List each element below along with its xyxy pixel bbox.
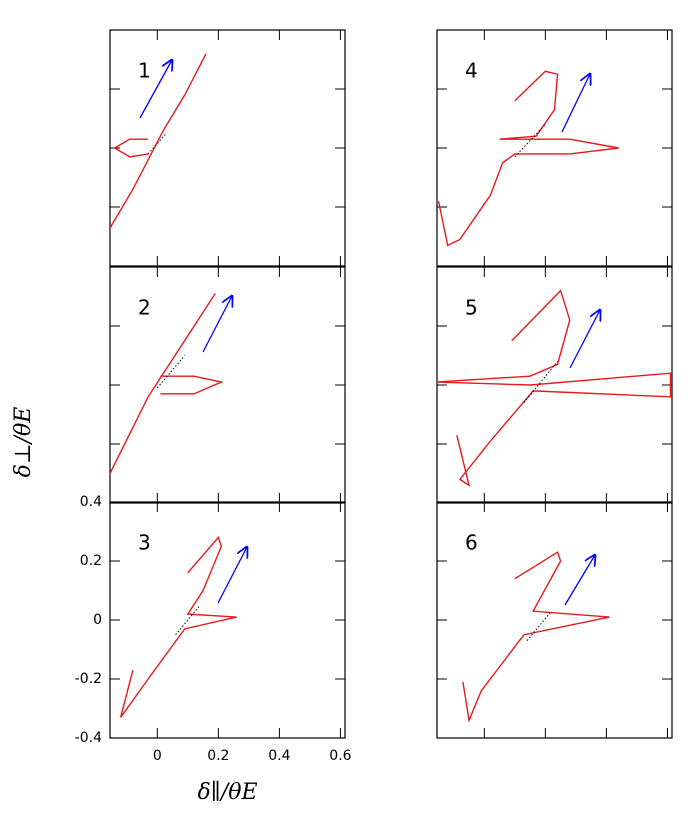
panel-number: 6 [465, 531, 478, 555]
panel: 0 0.2 0.4 0.6 -0.4 -0.2 0 0.2 0.4 3 δ∥/θE δ⊥/θE [11, 407, 352, 805]
arrow [561, 74, 590, 133]
trajectory [120, 536, 237, 718]
panel-number: 2 [138, 296, 151, 320]
arrow [569, 310, 600, 369]
trajectory [526, 610, 552, 641]
arrow [564, 555, 595, 606]
panel: 2 [109, 266, 346, 504]
trajectory [514, 124, 546, 158]
arrow [139, 60, 172, 119]
trajectory [110, 53, 207, 230]
trajectory [437, 289, 672, 487]
trajectory [175, 604, 201, 636]
y-tick-label: -0.4 [75, 730, 102, 746]
x-tick-label: 0.4 [268, 748, 290, 764]
trajectory [147, 132, 167, 155]
panel: 1 [109, 29, 346, 267]
y-axis-label: δ⊥/θE [11, 407, 36, 478]
x-tick-label: 0.6 [329, 748, 351, 764]
trajectory [462, 551, 610, 723]
plot-area [437, 289, 672, 487]
trajectory [437, 70, 619, 247]
direction-arrows [139, 60, 600, 606]
panel-number: 1 [138, 59, 151, 83]
arrow [217, 547, 247, 604]
trajectory [523, 361, 558, 404]
plot-area [110, 293, 224, 475]
trajectory [110, 293, 224, 475]
panel: 4 [436, 29, 673, 267]
x-tick-label: 0.2 [207, 748, 229, 764]
plot-area [437, 70, 619, 247]
y-tick-label: 0.2 [80, 553, 102, 569]
x-tick-label: 0 [153, 748, 162, 764]
x-axis-label: δ∥/θE [197, 780, 257, 805]
arrow [202, 296, 232, 353]
plot-area [462, 551, 610, 723]
trajectory [156, 355, 186, 389]
panel: 6 [436, 501, 673, 739]
panel-number: 3 [138, 531, 151, 555]
panel-number: 4 [465, 59, 478, 83]
panel-number: 5 [465, 296, 478, 320]
plot-area [120, 536, 237, 718]
panel: 5 [436, 266, 673, 504]
y-tick-label: -0.2 [75, 671, 102, 687]
plot-area [110, 53, 207, 230]
y-tick-label: 0 [93, 612, 102, 628]
y-tick-label: 0.4 [80, 494, 102, 510]
